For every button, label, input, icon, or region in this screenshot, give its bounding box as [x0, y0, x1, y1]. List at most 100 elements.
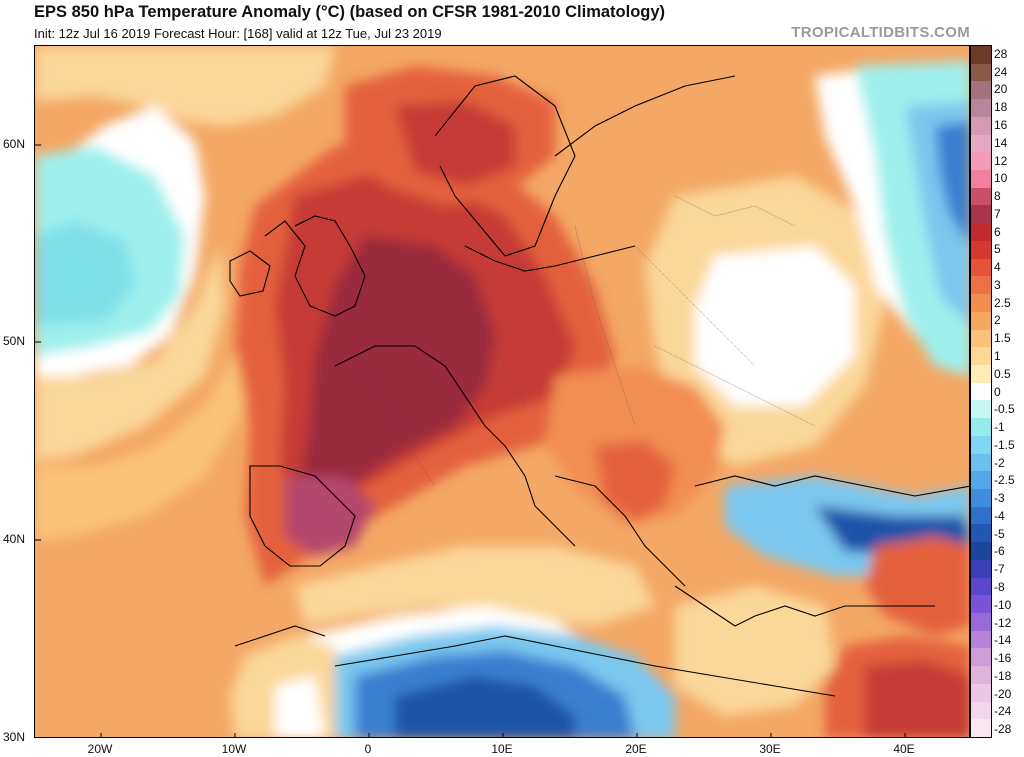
lon-label-30e: 30E [759, 742, 781, 756]
colorbar-label: -6 [994, 544, 1005, 559]
colorbar-swatch [971, 311, 991, 330]
colorbar-label: 2 [994, 313, 1001, 328]
colorbar-label: 12 [994, 153, 1008, 168]
colorbar-label: -3 [994, 491, 1005, 506]
lat-label-40n: 40N [3, 532, 26, 546]
colorbar-label: -1.5 [994, 437, 1015, 452]
colorbar-label: -18 [994, 668, 1012, 683]
colorbar-swatch [971, 258, 991, 277]
lat-label-30n: 30N [3, 730, 26, 744]
colorbar-labels: 28 24 20 18 16 14 12 10 8 7 6 5 4 3 2.5 2 1.5 1 0.5 0 -0.5 -1… [994, 45, 1024, 738]
lon-label-20w: 20W [87, 742, 113, 756]
colorbar-swatch [971, 382, 991, 401]
colorbar-swatch [971, 613, 991, 631]
colorbar-swatch [971, 453, 991, 472]
admin-borders [364, 195, 816, 487]
lat-label-50n: 50N [3, 334, 26, 348]
colorbar-label: 2.5 [994, 295, 1011, 310]
lon-label-10e: 10E [491, 742, 513, 756]
colorbar-label: 28 [994, 46, 1008, 61]
colorbar-label: 0.5 [994, 366, 1011, 381]
colorbar-swatch [971, 276, 991, 295]
colorbar-label: 1.5 [994, 331, 1011, 346]
colorbar-swatch [971, 666, 991, 684]
colorbar-label: -8 [994, 579, 1005, 594]
colorbar-swatch [971, 577, 991, 596]
colorbar-label: 7 [994, 206, 1001, 221]
colorbar-label: 5 [994, 242, 1001, 257]
colorbar-swatch [971, 648, 991, 667]
map-title: EPS 850 hPa Temperature Anomaly (°C) (ba… [34, 3, 666, 21]
anomaly-map[interactable] [34, 45, 970, 738]
colorbar-swatch [971, 435, 991, 454]
colorbar-label: 1 [994, 348, 1001, 363]
colorbar-swatch [971, 294, 991, 312]
colorbar-swatch [971, 506, 991, 525]
colorbar-label: -0.5 [994, 402, 1015, 417]
colorbar-label: 0 [994, 384, 1001, 399]
colorbar-label: -5 [994, 526, 1005, 541]
lat-label-60n: 60N [3, 137, 26, 151]
colorbar-swatch [971, 524, 991, 543]
colorbar-swatch [971, 471, 991, 489]
colorbar-swatch [971, 595, 991, 613]
colorbar-label: 14 [994, 135, 1008, 150]
colorbar-swatch [971, 347, 991, 365]
anomaly-fields [35, 46, 969, 737]
lon-label-0: 0 [364, 742, 372, 756]
colorbar-label: -4 [994, 508, 1005, 523]
colorbar-label: 8 [994, 189, 1001, 204]
colorbar-swatch [971, 81, 991, 100]
colorbar-swatch [971, 116, 991, 135]
colorbar-swatch [971, 400, 991, 419]
colorbar-label: 3 [994, 277, 1001, 292]
lon-label-10w: 10W [221, 742, 247, 756]
colorbar-swatch [971, 170, 991, 188]
colorbar-swatch [971, 418, 991, 436]
colorbar-label: 6 [994, 224, 1001, 239]
colorbar-swatch [971, 240, 991, 259]
colorbar-swatch [971, 63, 991, 82]
lon-label-20e: 20E [625, 742, 647, 756]
colorbar-swatch [971, 559, 991, 578]
colorbar-swatch [971, 187, 991, 206]
colorbar-swatch [971, 542, 991, 560]
colorbar-label: -16 [994, 651, 1012, 666]
colorbar-label: -7 [994, 562, 1005, 577]
colorbar-label: 24 [994, 64, 1008, 79]
colorbar-label: 4 [994, 260, 1001, 275]
colorbar-label: 10 [994, 171, 1008, 186]
graticule-ticks [35, 144, 906, 737]
colorbar-label: -2 [994, 455, 1005, 470]
colorbar-swatch [971, 719, 991, 738]
colorbar-label: -12 [994, 615, 1012, 630]
colorbar-swatch [971, 329, 991, 348]
colorbar-swatch [971, 364, 991, 383]
colorbar-swatch [971, 99, 991, 117]
colorbar-label: 18 [994, 100, 1008, 115]
colorbar-label: -10 [994, 597, 1012, 612]
colorbar-swatch [971, 223, 991, 241]
colorbar-swatch [971, 46, 991, 64]
colorbar [970, 45, 992, 738]
colorbar-label: -14 [994, 633, 1012, 648]
colorbar-label: 16 [994, 117, 1008, 132]
colorbar-swatch [971, 152, 991, 171]
colorbar-label: -1 [994, 420, 1005, 435]
colorbar-label: -24 [994, 704, 1012, 719]
brand-watermark[interactable]: TROPICALTIDBITS.COM [791, 24, 970, 41]
colorbar-swatch [971, 134, 991, 153]
anomaly-map-canvas[interactable] [35, 46, 970, 738]
colorbar-swatch [971, 488, 991, 507]
colorbar-swatch [971, 701, 991, 720]
colorbar-label: -2.5 [994, 473, 1015, 488]
colorbar-swatch [971, 683, 991, 702]
colorbar-swatch [971, 205, 991, 224]
coastlines [229, 75, 969, 697]
colorbar-label: -20 [994, 686, 1012, 701]
lon-label-40e: 40E [893, 742, 915, 756]
colorbar-swatch [971, 630, 991, 649]
colorbar-label: -28 [994, 722, 1012, 737]
map-subtitle: Init: 12z Jul 16 2019 Forecast Hour: [16… [34, 26, 442, 41]
colorbar-label: 20 [994, 82, 1008, 97]
